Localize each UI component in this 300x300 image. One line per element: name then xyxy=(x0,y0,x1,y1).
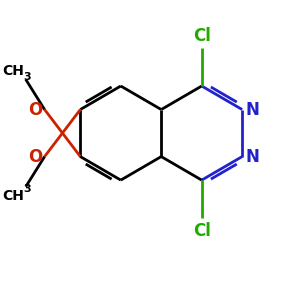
Text: O: O xyxy=(28,148,43,166)
Text: N: N xyxy=(246,100,260,118)
Text: 3: 3 xyxy=(24,72,32,82)
Text: CH: CH xyxy=(2,64,24,78)
Text: Cl: Cl xyxy=(193,221,211,239)
Text: N: N xyxy=(246,148,260,166)
Text: CH: CH xyxy=(2,189,24,202)
Text: O: O xyxy=(28,100,43,118)
Text: Cl: Cl xyxy=(193,27,211,45)
Text: 3: 3 xyxy=(24,184,32,194)
